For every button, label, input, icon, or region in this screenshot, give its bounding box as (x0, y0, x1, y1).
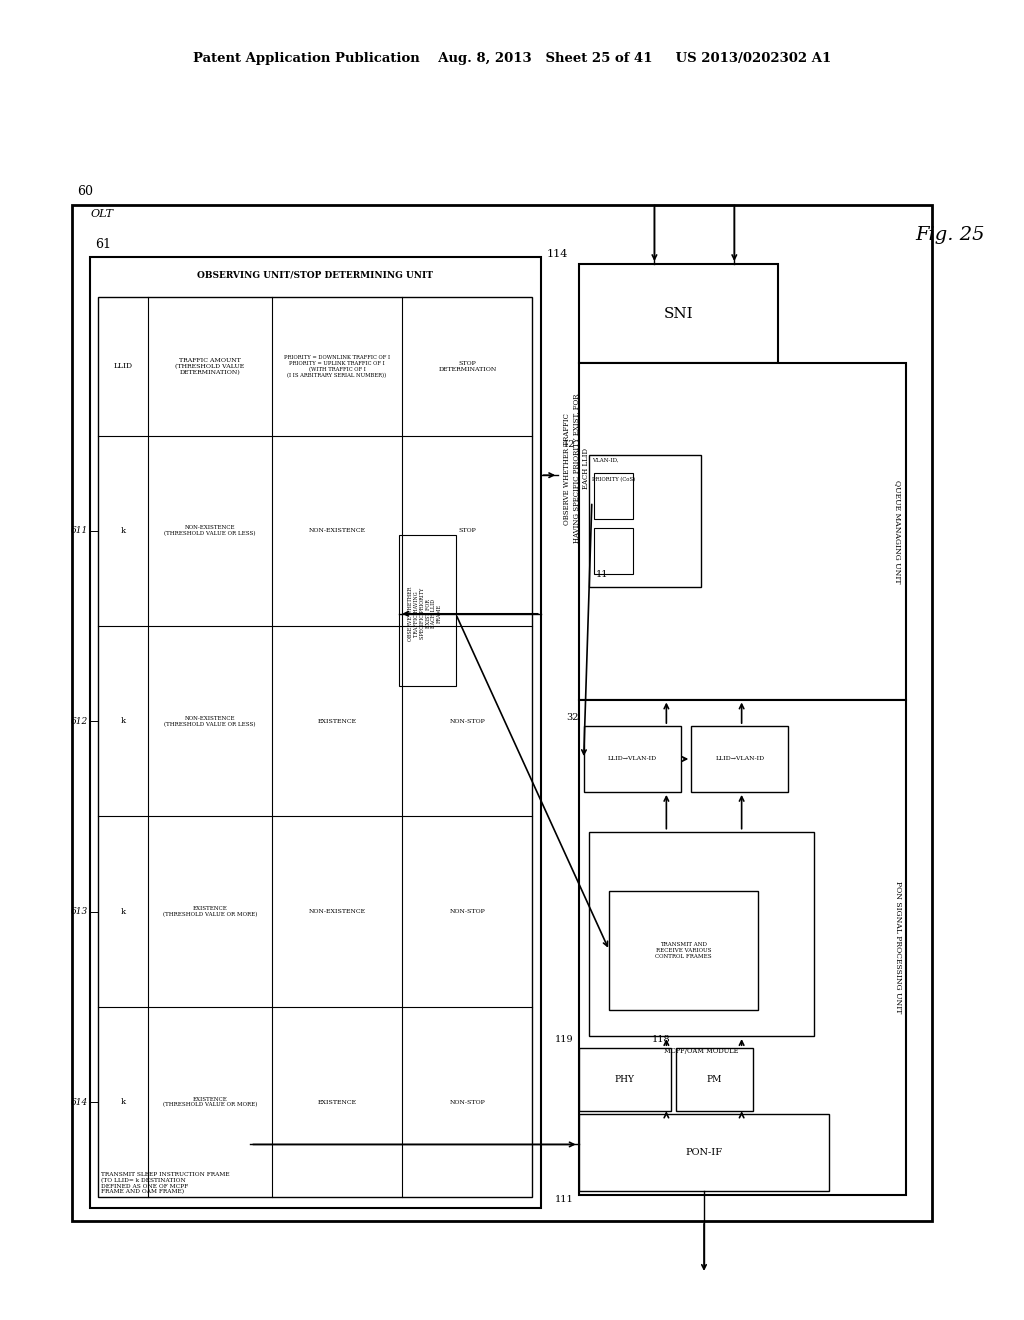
Bar (72, 205, 932, 1221)
Bar (579, 1114, 829, 1191)
Text: EXISTENCE: EXISTENCE (317, 718, 356, 723)
Text: NON-EXISTENCE: NON-EXISTENCE (308, 528, 366, 533)
Text: NON-STOP: NON-STOP (450, 1100, 485, 1105)
Bar (90, 257, 541, 1208)
Bar (579, 700, 906, 1195)
Text: 12: 12 (563, 440, 575, 449)
Text: NON-STOP: NON-STOP (450, 909, 485, 915)
Text: PRIORITY = DOWNLINK TRAFFIC OF I
PRIORITY = UPLINK TRAFFIC OF I
(WITH TRAFFIC OF: PRIORITY = DOWNLINK TRAFFIC OF I PRIORIT… (284, 355, 390, 378)
Text: 118: 118 (652, 1035, 671, 1044)
Text: OLT: OLT (90, 209, 113, 219)
Text: k: k (121, 908, 126, 916)
Text: OBSERVE WHETHER TRAFFIC
HAVING SPECIFIC PRIORITY EXIST, FOR
EACH LLID: OBSERVE WHETHER TRAFFIC HAVING SPECIFIC … (563, 393, 590, 544)
Text: NON-STOP: NON-STOP (450, 718, 485, 723)
Text: TRANSMIT SLEEP INSTRUCTION FRAME
(TO LLID= k DESTINATION
DEFINED AS ONE OF MCPF
: TRANSMIT SLEEP INSTRUCTION FRAME (TO LLI… (101, 1172, 230, 1195)
Text: Patent Application Publication    Aug. 8, 2013   Sheet 25 of 41     US 2013/0202: Patent Application Publication Aug. 8, 2… (193, 51, 831, 65)
Bar (594, 528, 633, 574)
Text: TRAFFIC AMOUNT
(THRESHOLD VALUE
DETERMINATION): TRAFFIC AMOUNT (THRESHOLD VALUE DETERMIN… (175, 358, 245, 375)
Text: EXISTENCE
(THRESHOLD VALUE OR MORE): EXISTENCE (THRESHOLD VALUE OR MORE) (163, 1097, 257, 1107)
Text: PHY: PHY (614, 1076, 635, 1084)
Text: k: k (121, 527, 126, 535)
Bar (676, 1048, 753, 1111)
Text: MCPF/OAM MODULE: MCPF/OAM MODULE (665, 1047, 738, 1055)
Bar (594, 473, 633, 519)
Text: 111: 111 (555, 1195, 573, 1204)
Text: 60: 60 (77, 185, 93, 198)
Bar (589, 455, 701, 587)
Text: 119: 119 (555, 1035, 573, 1044)
Text: STOP
DETERMINATION: STOP DETERMINATION (438, 360, 497, 372)
Text: PM: PM (707, 1076, 722, 1084)
Text: PON SIGNAL PROCESSING UNIT: PON SIGNAL PROCESSING UNIT (894, 880, 902, 1014)
Text: 611: 611 (71, 527, 88, 536)
Text: LLID→VLAN-ID: LLID→VLAN-ID (608, 756, 656, 762)
Text: LLID: LLID (114, 362, 133, 371)
Bar (609, 891, 758, 1010)
Text: NON-EXISTENCE: NON-EXISTENCE (308, 909, 366, 915)
Text: 11: 11 (596, 570, 608, 578)
Text: OBSERVING UNIT/STOP DETERMINING UNIT: OBSERVING UNIT/STOP DETERMINING UNIT (198, 271, 433, 280)
Bar (584, 726, 681, 792)
Text: 613: 613 (71, 907, 88, 916)
Text: 114: 114 (547, 248, 568, 259)
Bar (579, 264, 778, 363)
Text: QUEUE MANAGING UNIT: QUEUE MANAGING UNIT (894, 479, 902, 583)
Text: STOP: STOP (459, 528, 476, 533)
Text: NON-EXISTENCE
(THRESHOLD VALUE OR LESS): NON-EXISTENCE (THRESHOLD VALUE OR LESS) (165, 715, 256, 727)
Bar (98, 297, 532, 1197)
Text: EXISTENCE: EXISTENCE (317, 1100, 356, 1105)
Text: 614: 614 (71, 1097, 88, 1106)
Text: OBSERVE WHETHER
TRAFFIC HAVING
SPECIFIC PRIORITY
EXIST, FOR
EACH LLID
FRAME: OBSERVE WHETHER TRAFFIC HAVING SPECIFIC … (408, 586, 442, 642)
Bar (579, 363, 906, 700)
Text: TRANSMIT AND
RECEIVE VARIOUS
CONTROL FRAMES: TRANSMIT AND RECEIVE VARIOUS CONTROL FRA… (655, 942, 712, 958)
Text: PRIORITY (CoS): PRIORITY (CoS) (592, 477, 635, 482)
Bar (399, 535, 456, 686)
Bar (579, 1048, 671, 1111)
Text: 32: 32 (566, 713, 579, 722)
Text: 61: 61 (95, 238, 112, 251)
Text: PON-IF: PON-IF (685, 1148, 723, 1156)
Bar (691, 726, 788, 792)
Text: EXISTENCE
(THRESHOLD VALUE OR MORE): EXISTENCE (THRESHOLD VALUE OR MORE) (163, 906, 257, 917)
Text: LLID→VLAN-ID: LLID→VLAN-ID (716, 756, 764, 762)
Text: 612: 612 (71, 717, 88, 726)
Text: Fig. 25: Fig. 25 (915, 226, 985, 244)
Text: VLAN-ID,: VLAN-ID, (592, 458, 618, 463)
Text: k: k (121, 717, 126, 725)
Text: NON-EXISTENCE
(THRESHOLD VALUE OR LESS): NON-EXISTENCE (THRESHOLD VALUE OR LESS) (165, 525, 256, 536)
Bar (589, 832, 814, 1036)
Text: SNI: SNI (664, 306, 693, 321)
Text: k: k (121, 1098, 126, 1106)
